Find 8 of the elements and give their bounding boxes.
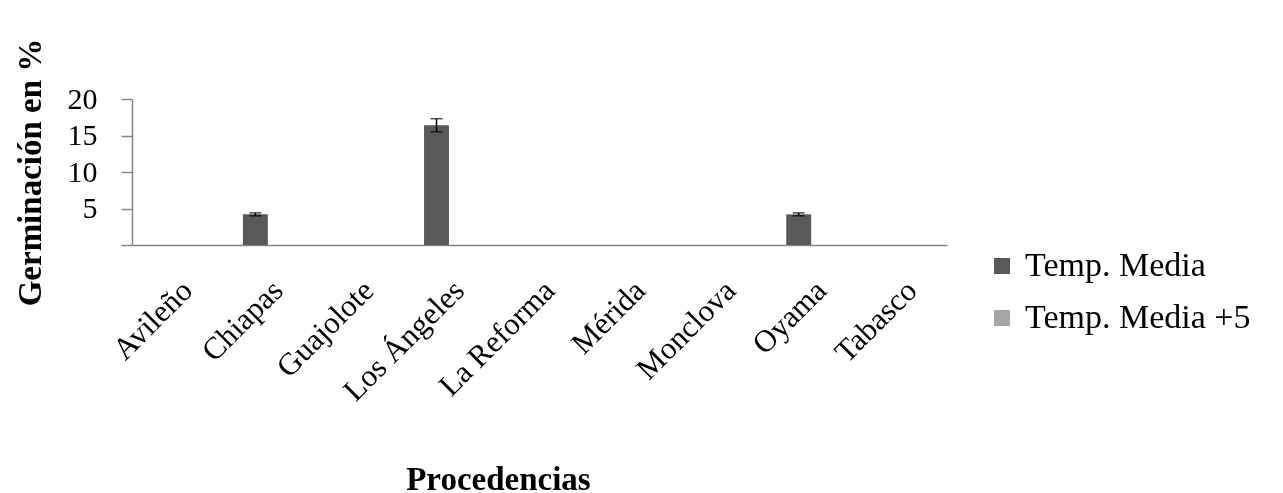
y-tick-label: 5: [82, 191, 98, 224]
legend-label: Temp. Media: [1025, 246, 1206, 283]
y-axis-title: Germinación en %: [11, 38, 48, 307]
y-tick-label: 10: [67, 154, 98, 188]
legend-label: Temp. Media +5: [1025, 298, 1251, 335]
x-axis-title: Procedencias: [406, 460, 591, 493]
y-tick-label: 15: [67, 118, 98, 151]
y-tick-label: 20: [67, 81, 98, 115]
